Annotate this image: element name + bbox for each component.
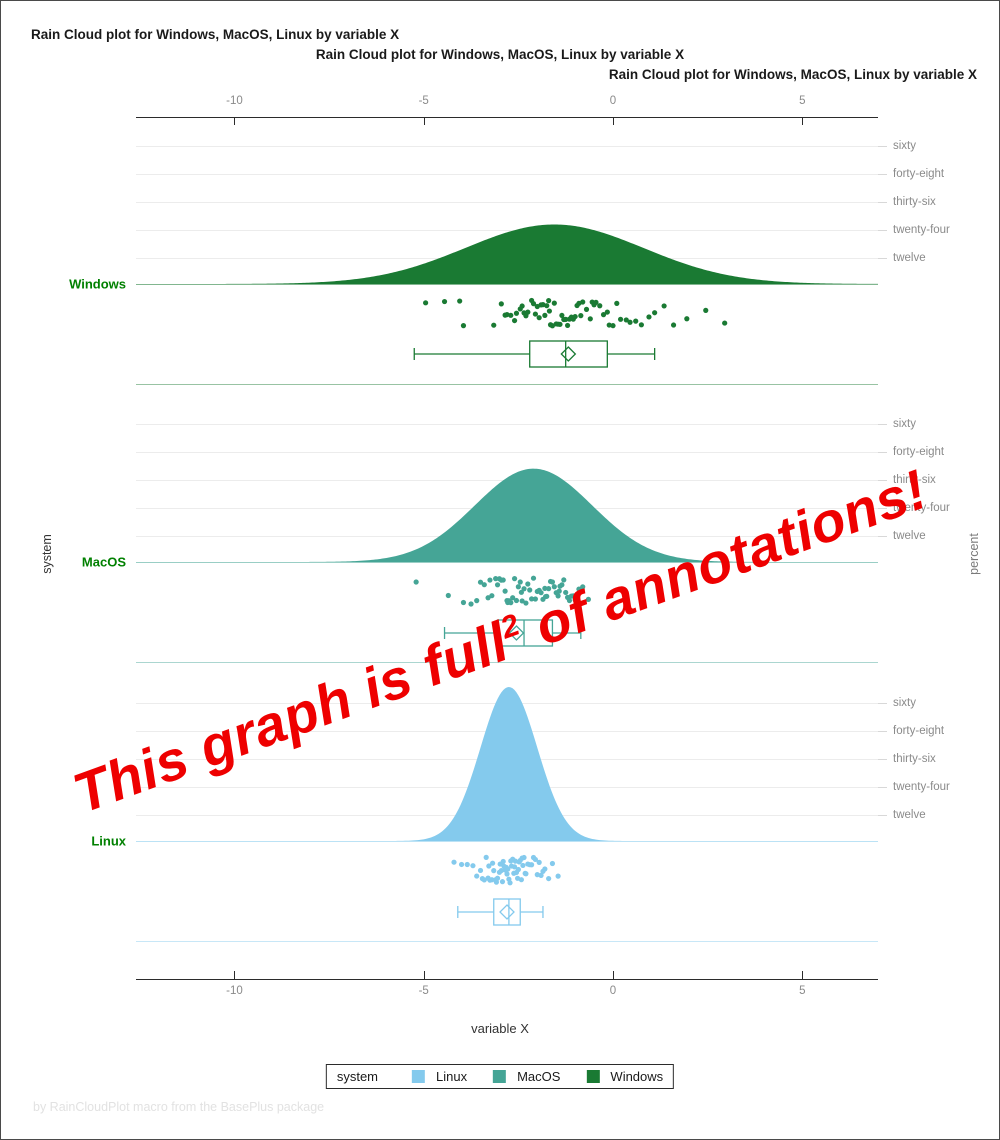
x-axis-top [136, 117, 878, 118]
gridline [136, 731, 878, 732]
gridline [136, 759, 878, 760]
percent-tick-label: sixty [893, 418, 916, 430]
x-tick-top [613, 117, 614, 125]
legend-swatch-icon [412, 1070, 425, 1083]
x-tick-bottom [613, 971, 614, 979]
gridline [136, 230, 878, 231]
gridline [136, 146, 878, 147]
gridline [136, 452, 878, 453]
percent-tick [878, 146, 887, 147]
gridline [136, 424, 878, 425]
gridline [136, 174, 878, 175]
percent-tick [878, 536, 887, 537]
y-axis-label-left: system [39, 534, 54, 574]
gridline [136, 787, 878, 788]
percent-tick-label: sixty [893, 140, 916, 152]
percent-tick [878, 815, 887, 816]
x-tick-label-bottom: 5 [799, 985, 806, 997]
x-axis-label: variable X [471, 1021, 529, 1036]
title-left: Rain Cloud plot for Windows, MacOS, Linu… [31, 27, 400, 42]
group-label-linux: Linux [91, 833, 126, 849]
percent-tick-label: thirty-six [893, 474, 936, 486]
percent-tick-label: forty-eight [893, 446, 945, 458]
legend-label: MacOS [517, 1069, 561, 1084]
percent-tick [878, 508, 887, 509]
percent-tick [878, 174, 887, 175]
percent-tick [878, 480, 887, 481]
group-separator [136, 941, 878, 942]
percent-tick-label: twelve [893, 252, 926, 264]
group-separator [136, 662, 878, 663]
percent-tick [878, 452, 887, 453]
legend-swatch-icon [586, 1070, 600, 1083]
legend-entry-macos[interactable]: MacOS [493, 1069, 586, 1084]
percent-tick [878, 258, 887, 259]
x-tick-bottom [802, 971, 804, 979]
percent-tick-label: twenty-four [893, 502, 950, 514]
percent-tick [878, 731, 887, 732]
percent-tick [878, 703, 887, 704]
group-separator [136, 384, 878, 385]
y-axis-label-right: percent [966, 533, 981, 575]
x-tick-top [802, 117, 804, 125]
percent-tick [878, 424, 887, 425]
x-tick-top [423, 117, 425, 125]
gridline [136, 815, 878, 816]
percent-tick [878, 787, 887, 788]
x-tick-top [234, 117, 236, 125]
x-tick-label-bottom: -5 [418, 985, 429, 997]
group-baseline [136, 284, 878, 285]
percent-tick-label: forty-eight [893, 725, 945, 737]
legend-label: Windows [610, 1069, 664, 1084]
legend-swatch-icon [493, 1070, 507, 1083]
gridline [136, 536, 878, 537]
gridline [136, 703, 878, 704]
percent-tick-label: forty-eight [893, 168, 945, 180]
x-tick-label-top: 5 [799, 95, 806, 107]
title-right: Rain Cloud plot for Windows, MacOS, Linu… [608, 67, 977, 82]
percent-tick [878, 230, 887, 231]
legend-label: Linux [436, 1069, 468, 1084]
x-tick-bottom [423, 971, 425, 979]
x-tick-label-top: -10 [226, 95, 243, 107]
legend-entry-linux[interactable]: Linux [412, 1069, 493, 1084]
percent-tick-label: thirty-six [893, 196, 936, 208]
x-tick-label-bottom: 0 [609, 985, 617, 997]
legend: system Linux MacOS Windows [325, 1064, 675, 1089]
legend-entries: Linux MacOS Windows [412, 1069, 663, 1084]
title-center: Rain Cloud plot for Windows, MacOS, Linu… [315, 47, 685, 62]
group-label-windows: Windows [69, 276, 126, 292]
percent-tick [878, 202, 887, 203]
gridline [136, 258, 878, 259]
gridline [136, 480, 878, 481]
x-axis-bottom [136, 979, 878, 980]
group-baseline [136, 841, 878, 842]
x-tick-label-top: 0 [609, 95, 617, 107]
legend-entry-windows[interactable]: Windows [586, 1069, 663, 1084]
percent-tick-label: twelve [893, 809, 926, 821]
group-label-macos: MacOS [81, 554, 126, 570]
x-tick-label-bottom: -10 [226, 985, 243, 997]
gridline [136, 202, 878, 203]
percent-tick-label: sixty [893, 697, 916, 709]
plot-area [136, 117, 878, 979]
footer-credit: by RainCloudPlot macro from the BasePlus… [33, 1100, 325, 1114]
percent-tick-label: thirty-six [893, 753, 936, 765]
x-tick-label-top: -5 [418, 95, 429, 107]
group-baseline [136, 562, 878, 563]
percent-tick-label: twenty-four [893, 781, 950, 793]
legend-title: system [336, 1069, 378, 1084]
gridline [136, 508, 878, 509]
percent-tick-label: twelve [893, 530, 926, 542]
percent-tick [878, 759, 887, 760]
percent-tick-label: twenty-four [893, 224, 950, 236]
x-tick-bottom [234, 971, 236, 979]
